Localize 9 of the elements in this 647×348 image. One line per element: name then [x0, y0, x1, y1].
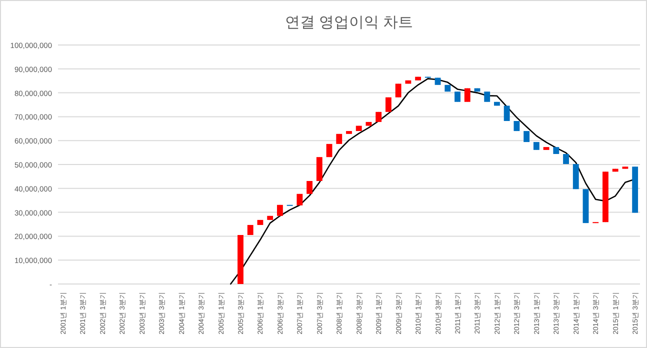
candlestick [464, 88, 470, 102]
chart-title: 연결 영업이익 차트 [284, 14, 414, 31]
candlestick [395, 83, 402, 98]
candlestick [504, 105, 510, 122]
candlestick [306, 180, 312, 194]
candlestick [454, 91, 460, 102]
candlestick [484, 91, 490, 102]
candlestick [386, 96, 392, 112]
candlestick [316, 156, 322, 182]
